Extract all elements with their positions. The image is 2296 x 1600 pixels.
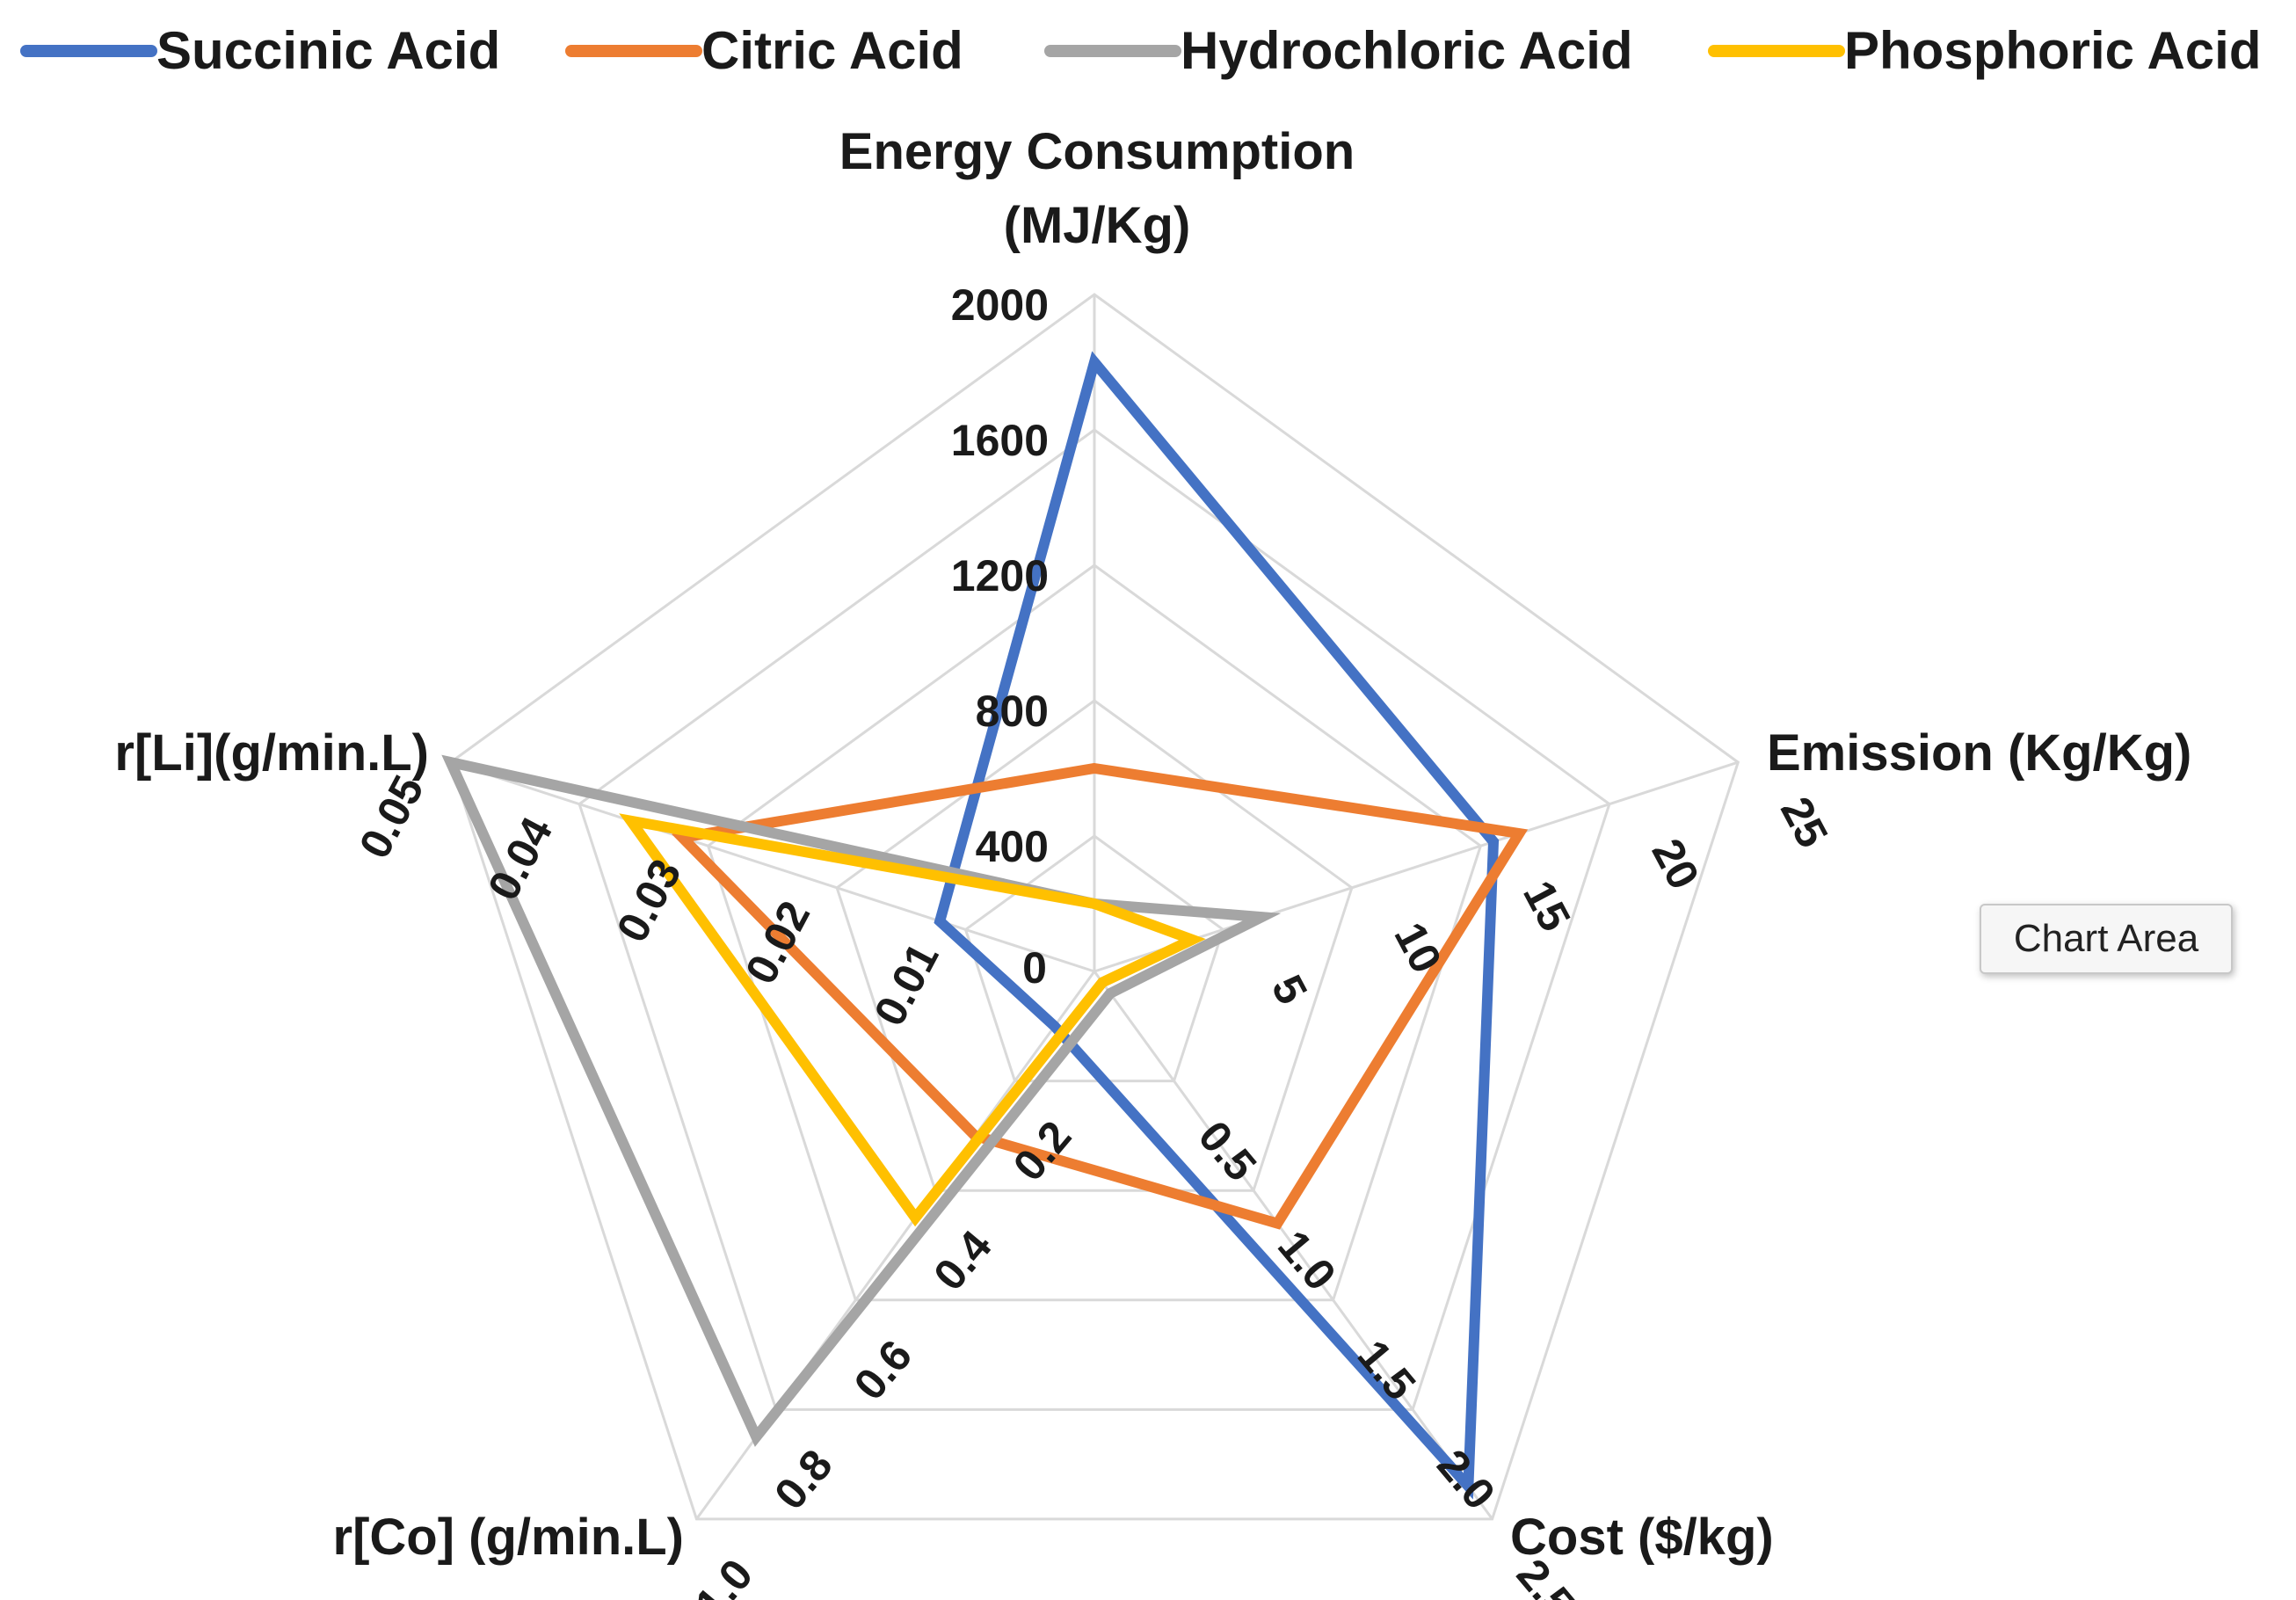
tick-label-r-li-g-min-l: 0.03	[607, 851, 691, 949]
axis-title-energy-consumption-mj-kg: Energy Consumption	[839, 123, 1355, 180]
legend-item-citric-acid[interactable]: Citric Acid	[565, 21, 963, 80]
tick-label-r-co-g-min-l: 1.0	[686, 1550, 763, 1600]
axis-title-r-co-g-min-l: r[Co] (g/min.L)	[333, 1509, 684, 1566]
spoke-r-li-g-min-l	[450, 760, 1095, 973]
series-hydrochloric-acid[interactable]	[441, 754, 1282, 1447]
legend-item-hydrochloric-acid[interactable]: Hydrochloric Acid	[1044, 21, 1633, 80]
legend-label: Citric Acid	[701, 21, 963, 80]
tick-label-emission-kg-kg: 5	[1262, 967, 1318, 1012]
tick-label-energy-consumption-mj-kg: 800	[976, 687, 1049, 736]
axis-title-cost-kg: Cost ($/kg)	[1510, 1509, 1774, 1566]
axis-title-emission-kg-kg: Emission (Kg/Kg)	[1767, 724, 2191, 782]
legend-item-succinic-acid[interactable]: Succinic Acid	[20, 21, 500, 80]
legend-label: Succinic Acid	[156, 21, 500, 80]
spoke-emission-kg-kg	[1094, 760, 1739, 973]
tick-label-r-co-g-min-l: 0.2	[1004, 1112, 1081, 1190]
tick-label-energy-consumption-mj-kg: 1600	[951, 416, 1049, 465]
tick-label-r-co-g-min-l: 0.8	[765, 1440, 842, 1518]
grid-ring	[706, 564, 1483, 1302]
tick-label-cost-kg: 1.0	[1268, 1221, 1346, 1299]
grid-ring	[578, 428, 1611, 1411]
legend-label: Hydrochloric Acid	[1181, 21, 1633, 80]
tick-label-r-li-g-min-l: 0.01	[865, 935, 948, 1034]
chart-legend: Succinic Acid Citric Acid Hydrochloric Aci…	[20, 21, 2262, 80]
tick-label-r-co-g-min-l: 0.4	[924, 1221, 1001, 1299]
tick-label-energy-consumption-mj-kg: 2000	[951, 280, 1049, 330]
tick-label-emission-kg-kg: 25	[1771, 789, 1838, 855]
chart-area-tooltip-label: Chart Area	[2013, 917, 2199, 960]
series-succinic-acid[interactable]	[934, 351, 1500, 1500]
tick-label-center: 0	[1022, 943, 1047, 993]
chart-area-tooltip: Chart Area	[1980, 904, 2233, 974]
grid-ring	[448, 293, 1740, 1521]
series-layer	[441, 351, 1529, 1500]
tick-label-r-co-g-min-l: 0.6	[845, 1331, 922, 1409]
tick-label-r-li-g-min-l: 0.05	[350, 767, 433, 866]
tick-label-cost-kg: 0.5	[1189, 1112, 1267, 1190]
legend-item-phosphoric-acid[interactable]: Phosphoric Acid	[1708, 21, 2262, 80]
tick-label-energy-consumption-mj-kg: 400	[976, 822, 1049, 871]
axis-title-r-li-g-min-l: r[Li](g/min.L)	[114, 724, 429, 782]
axis-title-energy-consumption-mj-kg: (MJ/Kg)	[1004, 197, 1191, 254]
series-phosphoric-acid[interactable]	[619, 813, 1206, 1227]
tick-label-energy-consumption-mj-kg: 1200	[951, 551, 1049, 600]
tick-label-cost-kg: 1.5	[1348, 1331, 1426, 1409]
legend-label: Phosphoric Acid	[1844, 21, 2262, 80]
spoke-cost-kg	[1093, 971, 1493, 1520]
axis-titles: Energy Consumption (MJ/Kg) Emission (Kg/Kg…	[114, 123, 2191, 1566]
